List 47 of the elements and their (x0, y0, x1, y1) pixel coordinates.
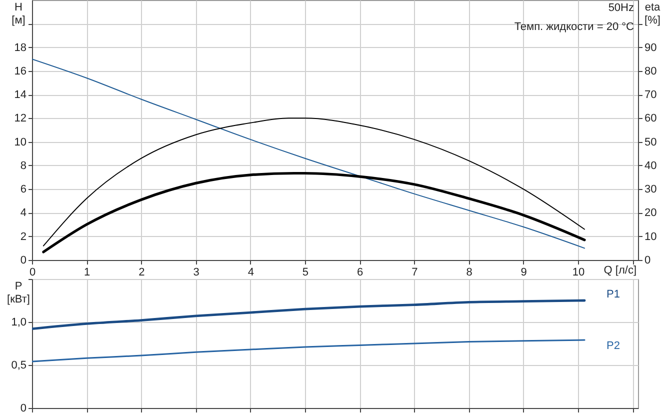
y2-tick-label: 20 (644, 207, 657, 220)
y2-tick-label: 10 (644, 230, 657, 243)
y2-tick-label: 0 (644, 254, 651, 266)
x-tick-label: 5 (302, 266, 309, 278)
y2-axis-title: eta [%] (644, 2, 662, 26)
x-tick-label: 0 (29, 266, 36, 278)
y2-tick-label: 30 (644, 184, 657, 196)
x-axis-title: Q [л/с] (604, 264, 636, 276)
y2-tick-label: 70 (644, 89, 657, 102)
y-tick-label: 0 (20, 254, 26, 266)
y-tick-label: 16 (14, 65, 26, 78)
y-tick-label: 10 (14, 136, 26, 148)
y2-tick-label: 80 (644, 65, 657, 78)
x-tick-label: 1 (84, 266, 90, 278)
y2-tick-label: 90 (644, 42, 657, 54)
x-tick-label: 7 (412, 266, 418, 278)
x-tick-label: 4 (248, 266, 254, 278)
line-series (32, 299, 586, 330)
x-tick-label: 10 (572, 266, 585, 278)
y-axis-title: H [м] (12, 2, 26, 26)
y-tick-label: 8 (20, 160, 26, 172)
y-tick-label: 14 (14, 89, 26, 102)
y-tick-label: 0,5 (11, 360, 26, 372)
y-tick-label: 12 (14, 112, 26, 125)
y2-tick-label: 40 (644, 160, 657, 172)
line-series (42, 172, 586, 254)
y2-tick-label: 60 (644, 112, 657, 125)
y-tick-label: 6 (20, 184, 26, 196)
x-tick-label: 2 (138, 266, 145, 278)
y-tick-label: 2 (20, 230, 26, 243)
y2-tick-label: 50 (644, 136, 657, 148)
annotation: Темп. жидкости = 20 °C (514, 21, 634, 33)
series-label: P1 (606, 288, 620, 300)
y-tick-label: 0 (20, 402, 26, 414)
annotation: 50Hz (608, 2, 634, 14)
x-tick-label: 8 (466, 266, 472, 278)
line-series (32, 339, 586, 362)
x-tick-label: 3 (193, 266, 200, 278)
series-label: P2 (606, 340, 620, 352)
line-series (32, 58, 585, 249)
line-series (42, 118, 585, 246)
y-axis-title: P [кВт] (7, 280, 30, 306)
y-tick-label: 4 (20, 207, 26, 220)
y-tick-label: 1,0 (11, 316, 26, 328)
y-tick-label: 18 (14, 42, 26, 54)
x-tick-label: 9 (520, 266, 527, 278)
x-tick-label: 6 (357, 266, 364, 278)
